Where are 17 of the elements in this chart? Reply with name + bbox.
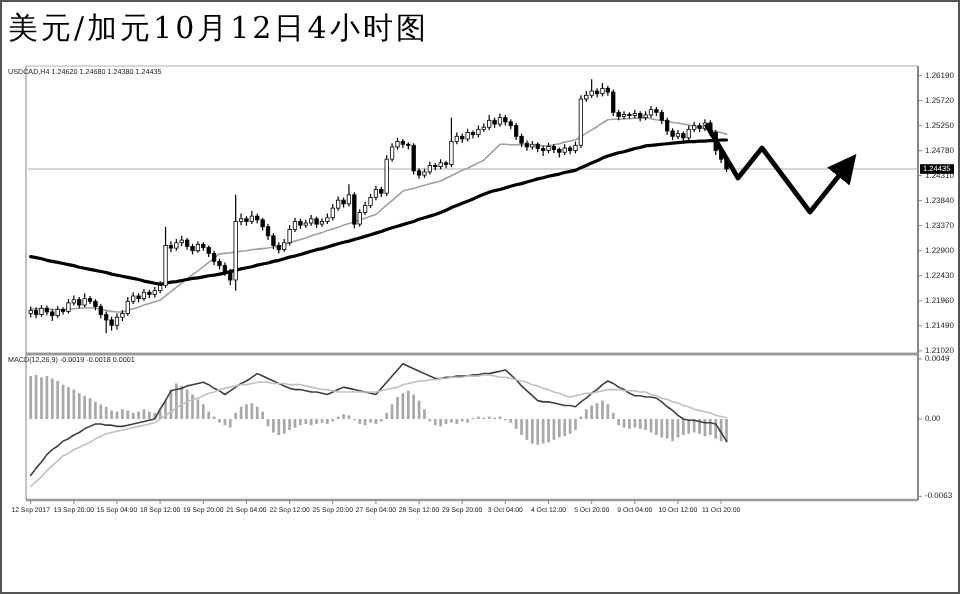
candlestick	[125, 296, 130, 317]
candlestick	[621, 110, 627, 120]
candlestick	[319, 217, 325, 228]
candlestick	[411, 142, 416, 176]
candlestick	[352, 191, 357, 229]
chart-title: 美元/加元10月12日4小时图	[8, 10, 429, 46]
candlestick	[541, 145, 546, 157]
candlestick	[33, 306, 39, 319]
candlestick	[594, 87, 600, 99]
candlestick	[611, 88, 616, 117]
candlestick	[287, 224, 292, 246]
candlestick	[578, 94, 583, 149]
line-series	[29, 363, 728, 477]
candlestick	[589, 78, 594, 99]
line-series	[29, 374, 728, 488]
candlestick	[449, 117, 454, 168]
candlestick	[104, 310, 109, 334]
